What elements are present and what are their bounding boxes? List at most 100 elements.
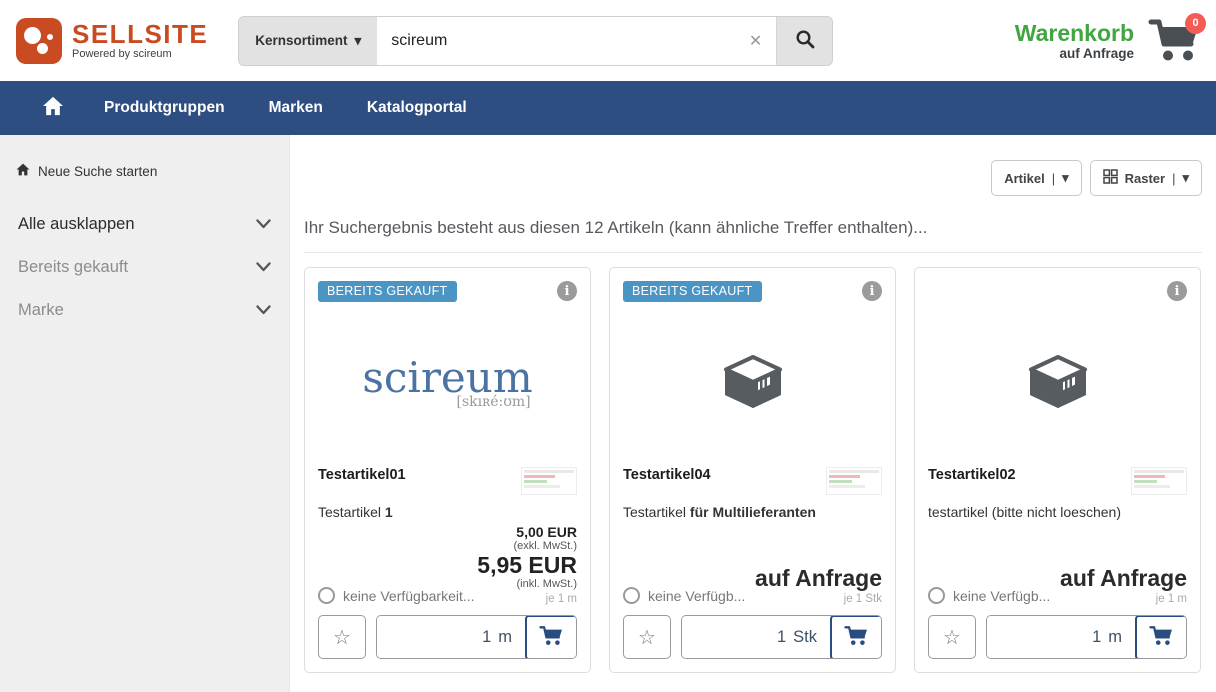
product-description: testartikel (bitte nicht loeschen) bbox=[928, 504, 1121, 520]
price-block: auf Anfrage je 1 Stk bbox=[755, 566, 882, 606]
quantity-unit: m bbox=[498, 627, 512, 646]
brand-name: SELLSITE bbox=[72, 19, 209, 49]
expand-all-label: Alle ausklappen bbox=[18, 215, 135, 233]
quantity-group: m bbox=[986, 615, 1187, 659]
star-icon: ☆ bbox=[943, 626, 961, 649]
per-unit-label: je 1 m bbox=[545, 593, 577, 605]
new-search-link[interactable]: Neue Suche starten bbox=[16, 163, 273, 179]
availability-status: keine Verfügb... bbox=[623, 587, 745, 606]
product-description: Testartikel 1 bbox=[318, 504, 393, 520]
cart-label: Warenkorb bbox=[1014, 19, 1134, 46]
brand-logo[interactable]: SELLSITE Powered by scireum bbox=[16, 17, 209, 64]
add-to-cart-button[interactable] bbox=[1134, 616, 1186, 658]
already-bought-badge: BEREITS GEKAUFT bbox=[623, 281, 762, 302]
quantity-input[interactable] bbox=[987, 616, 1109, 658]
price-excl: 5,00 EUR bbox=[516, 524, 577, 540]
datasheet-thumbnail[interactable] bbox=[1131, 467, 1187, 495]
filter-sidebar: Neue Suche starten Alle ausklappen Berei… bbox=[0, 135, 290, 692]
per-unit-label: je 1 m bbox=[1155, 593, 1187, 605]
add-to-cart-button[interactable] bbox=[829, 616, 881, 658]
product-card[interactable]: BEREITS GEKAUFT i scireum [skıʀé:ʊm] Tes… bbox=[304, 267, 591, 673]
sellsite-logo-icon bbox=[16, 17, 62, 64]
price-incl: 5,95 EUR bbox=[477, 552, 577, 578]
filter-label: Marke bbox=[18, 301, 64, 319]
nav-item-katalogportal[interactable]: Katalogportal bbox=[366, 99, 467, 116]
availability-icon bbox=[318, 587, 335, 604]
info-icon[interactable]: i bbox=[557, 281, 577, 301]
results-area: Artikel | ▾ Raster | ▾ Ihr Suchergebn bbox=[290, 135, 1216, 692]
chevron-down-icon bbox=[256, 302, 271, 320]
datasheet-thumbnail[interactable] bbox=[826, 467, 882, 495]
scireum-logo-text: scireum bbox=[362, 353, 533, 402]
view-toolbar: Artikel | ▾ Raster | ▾ bbox=[304, 160, 1202, 196]
cart-icon bbox=[1149, 625, 1173, 650]
quantity-unit: Stk bbox=[793, 627, 817, 646]
quantity-input[interactable] bbox=[682, 616, 794, 658]
availability-status: keine Verfügbarkeit... bbox=[318, 587, 475, 606]
datasheet-thumbnail[interactable] bbox=[521, 467, 577, 495]
product-image-placeholder bbox=[928, 305, 1187, 463]
info-icon[interactable]: i bbox=[862, 281, 882, 301]
search-scope-dropdown[interactable]: Kernsortiment ▾ bbox=[239, 16, 378, 65]
search-scope-label: Kernsortiment bbox=[255, 33, 348, 48]
caret-down-icon: ▾ bbox=[1062, 170, 1069, 185]
search-button[interactable] bbox=[776, 16, 833, 65]
per-unit-label: je 1 Stk bbox=[843, 593, 882, 605]
add-to-cart-button[interactable] bbox=[524, 616, 576, 658]
cart-icon bbox=[539, 625, 563, 650]
chevron-down-icon bbox=[256, 259, 271, 277]
info-icon[interactable]: i bbox=[1167, 281, 1187, 301]
search-input[interactable] bbox=[377, 16, 735, 65]
cart-count-badge: 0 bbox=[1185, 12, 1206, 34]
already-bought-badge: BEREITS GEKAUFT bbox=[318, 281, 457, 302]
price-block: 5,00 EUR (exkl. MwSt.) 5,95 EUR (inkl. M… bbox=[477, 524, 577, 606]
package-box-icon bbox=[722, 354, 784, 415]
quantity-group: m bbox=[376, 615, 577, 659]
nav-item-produktgruppen[interactable]: Produktgruppen bbox=[104, 99, 225, 116]
favorite-button[interactable]: ☆ bbox=[318, 615, 366, 659]
quantity-unit: m bbox=[1108, 627, 1122, 646]
scireum-logo-pronunciation: [skıʀé:ʊm] bbox=[456, 394, 531, 410]
filter-marke[interactable]: Marke bbox=[16, 291, 273, 330]
nav-item-marken[interactable]: Marken bbox=[268, 99, 323, 116]
clear-search-button[interactable]: ✕ bbox=[734, 16, 777, 65]
price-excl-label: (exkl. MwSt.) bbox=[513, 540, 577, 552]
product-title[interactable]: Testartikel01 bbox=[318, 467, 406, 483]
brand-subtitle: Powered by scireum bbox=[72, 48, 172, 60]
main-nav: Produktgruppen Marken Katalogportal bbox=[0, 81, 1216, 135]
favorite-button[interactable]: ☆ bbox=[623, 615, 671, 659]
expand-all-toggle[interactable]: Alle ausklappen bbox=[16, 205, 273, 244]
product-title[interactable]: Testartikel04 bbox=[623, 467, 711, 483]
quantity-input[interactable] bbox=[377, 616, 499, 658]
cart-icon bbox=[844, 625, 868, 650]
nav-home-button[interactable] bbox=[24, 81, 82, 135]
caret-down-icon: ▾ bbox=[1182, 170, 1189, 185]
header: SELLSITE Powered by scireum Kernsortimen… bbox=[0, 0, 1216, 81]
layout-mode-label: Raster bbox=[1124, 170, 1166, 186]
home-icon bbox=[16, 163, 30, 179]
filter-label: Bereits gekauft bbox=[18, 258, 129, 276]
star-icon: ☆ bbox=[333, 626, 351, 649]
product-card[interactable]: BEREITS GEKAUFT i bbox=[609, 267, 896, 673]
result-summary: Ihr Suchergebnis besteht aus diesen 12 A… bbox=[304, 218, 928, 237]
caret-down-icon: ▾ bbox=[354, 32, 362, 48]
grid-icon bbox=[1102, 169, 1118, 187]
price-on-request: auf Anfrage bbox=[755, 565, 882, 591]
availability-text: keine Verfügb... bbox=[648, 587, 746, 604]
layout-mode-dropdown[interactable]: Raster | ▾ bbox=[1089, 160, 1202, 196]
product-image-placeholder bbox=[623, 305, 882, 463]
view-mode-dropdown[interactable]: Artikel | ▾ bbox=[991, 160, 1082, 196]
filter-bereits-gekauft[interactable]: Bereits gekauft bbox=[16, 248, 273, 287]
availability-icon bbox=[928, 587, 945, 604]
price-incl-label: (inkl. MwSt.) bbox=[516, 578, 578, 590]
package-box-icon bbox=[1027, 354, 1089, 415]
favorite-button[interactable]: ☆ bbox=[928, 615, 976, 659]
product-title[interactable]: Testartikel02 bbox=[928, 467, 1016, 483]
search-icon bbox=[795, 29, 815, 52]
product-description: Testartikel für Multilieferanten bbox=[623, 504, 816, 520]
chevron-down-icon bbox=[256, 216, 271, 234]
search-bar: Kernsortiment ▾ ✕ bbox=[238, 15, 834, 66]
product-card[interactable]: i Testartikel02 bbox=[914, 267, 1201, 673]
cart-link[interactable]: Warenkorb auf Anfrage 0 bbox=[1014, 12, 1206, 65]
cart-sublabel: auf Anfrage bbox=[1059, 45, 1134, 61]
